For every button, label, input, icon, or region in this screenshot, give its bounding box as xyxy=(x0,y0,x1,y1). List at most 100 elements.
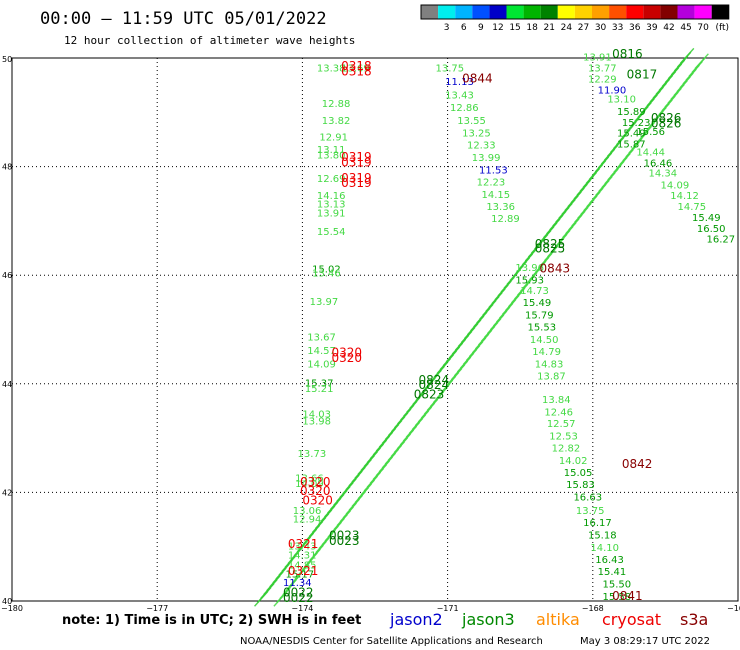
swh-value: 15.49 xyxy=(523,298,552,309)
pass-time-label: 0817 xyxy=(627,68,658,82)
axis-ticks: −180 −177 −174 −171 −168 −165 40 42 44 46 48 50 xyxy=(1,55,740,613)
swh-value: 13.99 xyxy=(472,153,501,164)
legend-swatch xyxy=(677,5,695,19)
pass-time-label: 0321 xyxy=(288,564,319,578)
swh-value: 15.02 xyxy=(312,264,341,275)
footer-note: note: 1) Time is in UTC; 2) SWH is in fe… xyxy=(62,613,361,628)
y-tick-label: 46 xyxy=(2,271,12,280)
time-labels: 0318031808440319031903190319082508250843… xyxy=(283,47,681,605)
legend-label: 45 xyxy=(680,23,691,33)
legend-swatch xyxy=(711,5,729,19)
pass-time-label: 0816 xyxy=(612,47,643,61)
swh-value: 15.18 xyxy=(588,531,617,542)
swh-value: 13.84 xyxy=(542,395,571,406)
swh-value: 15.49 xyxy=(692,213,721,224)
swh-value: 15.21 xyxy=(305,384,334,395)
footer-credit: NOAA/NESDIS Center for Satellite Applica… xyxy=(240,636,543,647)
swh-value: 13.66 xyxy=(295,474,324,485)
legend-swatch xyxy=(506,5,524,19)
swh-value: 15.89 xyxy=(617,107,646,118)
legend-swatch xyxy=(489,5,507,19)
swh-value: 15.93 xyxy=(515,275,544,286)
legend-label: 27 xyxy=(578,23,589,33)
swh-value: 13.91 xyxy=(317,209,346,220)
satellite-tracks xyxy=(254,47,709,607)
pass-time-label: 0826 xyxy=(651,117,682,131)
x-tick-label: −168 xyxy=(582,604,604,613)
y-tick-label: 40 xyxy=(2,597,12,606)
legend-label: 9 xyxy=(478,23,484,33)
x-tick-label: −174 xyxy=(291,604,313,613)
swh-value: 16.43 xyxy=(595,555,624,566)
pass-time-label: 0824 xyxy=(419,378,450,392)
swh-value: 15.79 xyxy=(525,311,554,322)
chart-subtitle: 12 hour collection of altimeter wave hei… xyxy=(64,34,355,47)
swh-value: 12.46 xyxy=(544,407,573,418)
swh-value: 15.58 xyxy=(602,592,631,603)
y-tick-label: 44 xyxy=(2,380,12,389)
swh-value: 15.54 xyxy=(317,227,346,238)
swh-value: 14.16 xyxy=(317,191,346,202)
swh-value: 12.86 xyxy=(450,103,479,114)
swh-value: 15.37 xyxy=(305,379,334,390)
pass-time-label: 0319 xyxy=(341,156,372,170)
swh-value: 12.82 xyxy=(552,444,581,455)
swh-value: 13.38 xyxy=(317,64,346,75)
x-tick-label: −171 xyxy=(437,604,459,613)
satellite-name: jason3 xyxy=(461,610,515,629)
swh-value: 13.98 xyxy=(302,417,331,428)
swh-value: 14.03 xyxy=(302,409,331,420)
swh-value: 14.15 xyxy=(481,190,510,201)
grid-lines xyxy=(12,58,738,601)
swh-value: 12.91 xyxy=(319,133,348,144)
swh-value: 14.09 xyxy=(295,479,324,490)
legend-swatch xyxy=(455,5,473,19)
y-tick-label: 42 xyxy=(2,488,12,497)
legend-border xyxy=(420,4,730,20)
pass-time-label: 0823 xyxy=(414,387,445,401)
legend-swatch xyxy=(660,5,678,19)
swh-value: 13.80 xyxy=(317,150,346,161)
swh-value: 15.17 xyxy=(285,570,314,581)
pass-time-label: 0321 xyxy=(288,537,319,551)
satellite-name: jason2 xyxy=(389,610,443,629)
swh-value: 15.41 xyxy=(598,567,627,578)
pass-time-label: 0318 xyxy=(341,64,372,78)
swh-value: 15.23 xyxy=(622,118,651,129)
swh-value: 14.31 xyxy=(288,551,317,562)
swh-value: 12.69 xyxy=(317,174,346,185)
swh-value: 13.55 xyxy=(457,116,486,127)
swh-value: 11.53 xyxy=(479,166,508,177)
legend-label: 70 xyxy=(697,23,709,33)
swh-value: 15.83 xyxy=(566,480,595,491)
legend-label: 21 xyxy=(544,23,555,33)
color-legend: 3 6 9 12 15 18 21 24 27 30 33 36 39 42 45 70 (ft) xyxy=(420,4,730,33)
legend-label: 39 xyxy=(646,23,658,33)
swh-value: 12.33 xyxy=(467,141,496,152)
swh-value: 14.12 xyxy=(670,191,699,202)
legend-label: 18 xyxy=(526,23,538,33)
swh-value: 13.96 xyxy=(515,263,544,274)
swh-value: 13.75 xyxy=(436,64,465,75)
legend-swatch xyxy=(609,5,627,19)
swh-value: 11.13 xyxy=(445,77,474,88)
swh-value: 11.90 xyxy=(598,85,627,96)
legend-swatch xyxy=(472,5,490,19)
swh-value: 14.02 xyxy=(559,456,588,467)
pass-time-label: 0843 xyxy=(540,261,571,275)
track-mark xyxy=(679,47,695,64)
pass-time-label: 0318 xyxy=(341,59,372,73)
swh-value: 16.63 xyxy=(573,493,602,504)
swh-value: 13.87 xyxy=(537,371,566,382)
legend-swatch xyxy=(626,5,644,19)
legend-label: 24 xyxy=(561,23,573,33)
swh-value: 14.44 xyxy=(636,148,665,159)
swh-value: 12.53 xyxy=(549,432,578,443)
swh-value: 13.97 xyxy=(310,297,339,308)
legend-label: 3 xyxy=(444,23,450,33)
swh-value: 14.09 xyxy=(661,180,690,191)
swh-value: 13.77 xyxy=(588,64,617,75)
pass-time-label: 0842 xyxy=(622,457,653,471)
